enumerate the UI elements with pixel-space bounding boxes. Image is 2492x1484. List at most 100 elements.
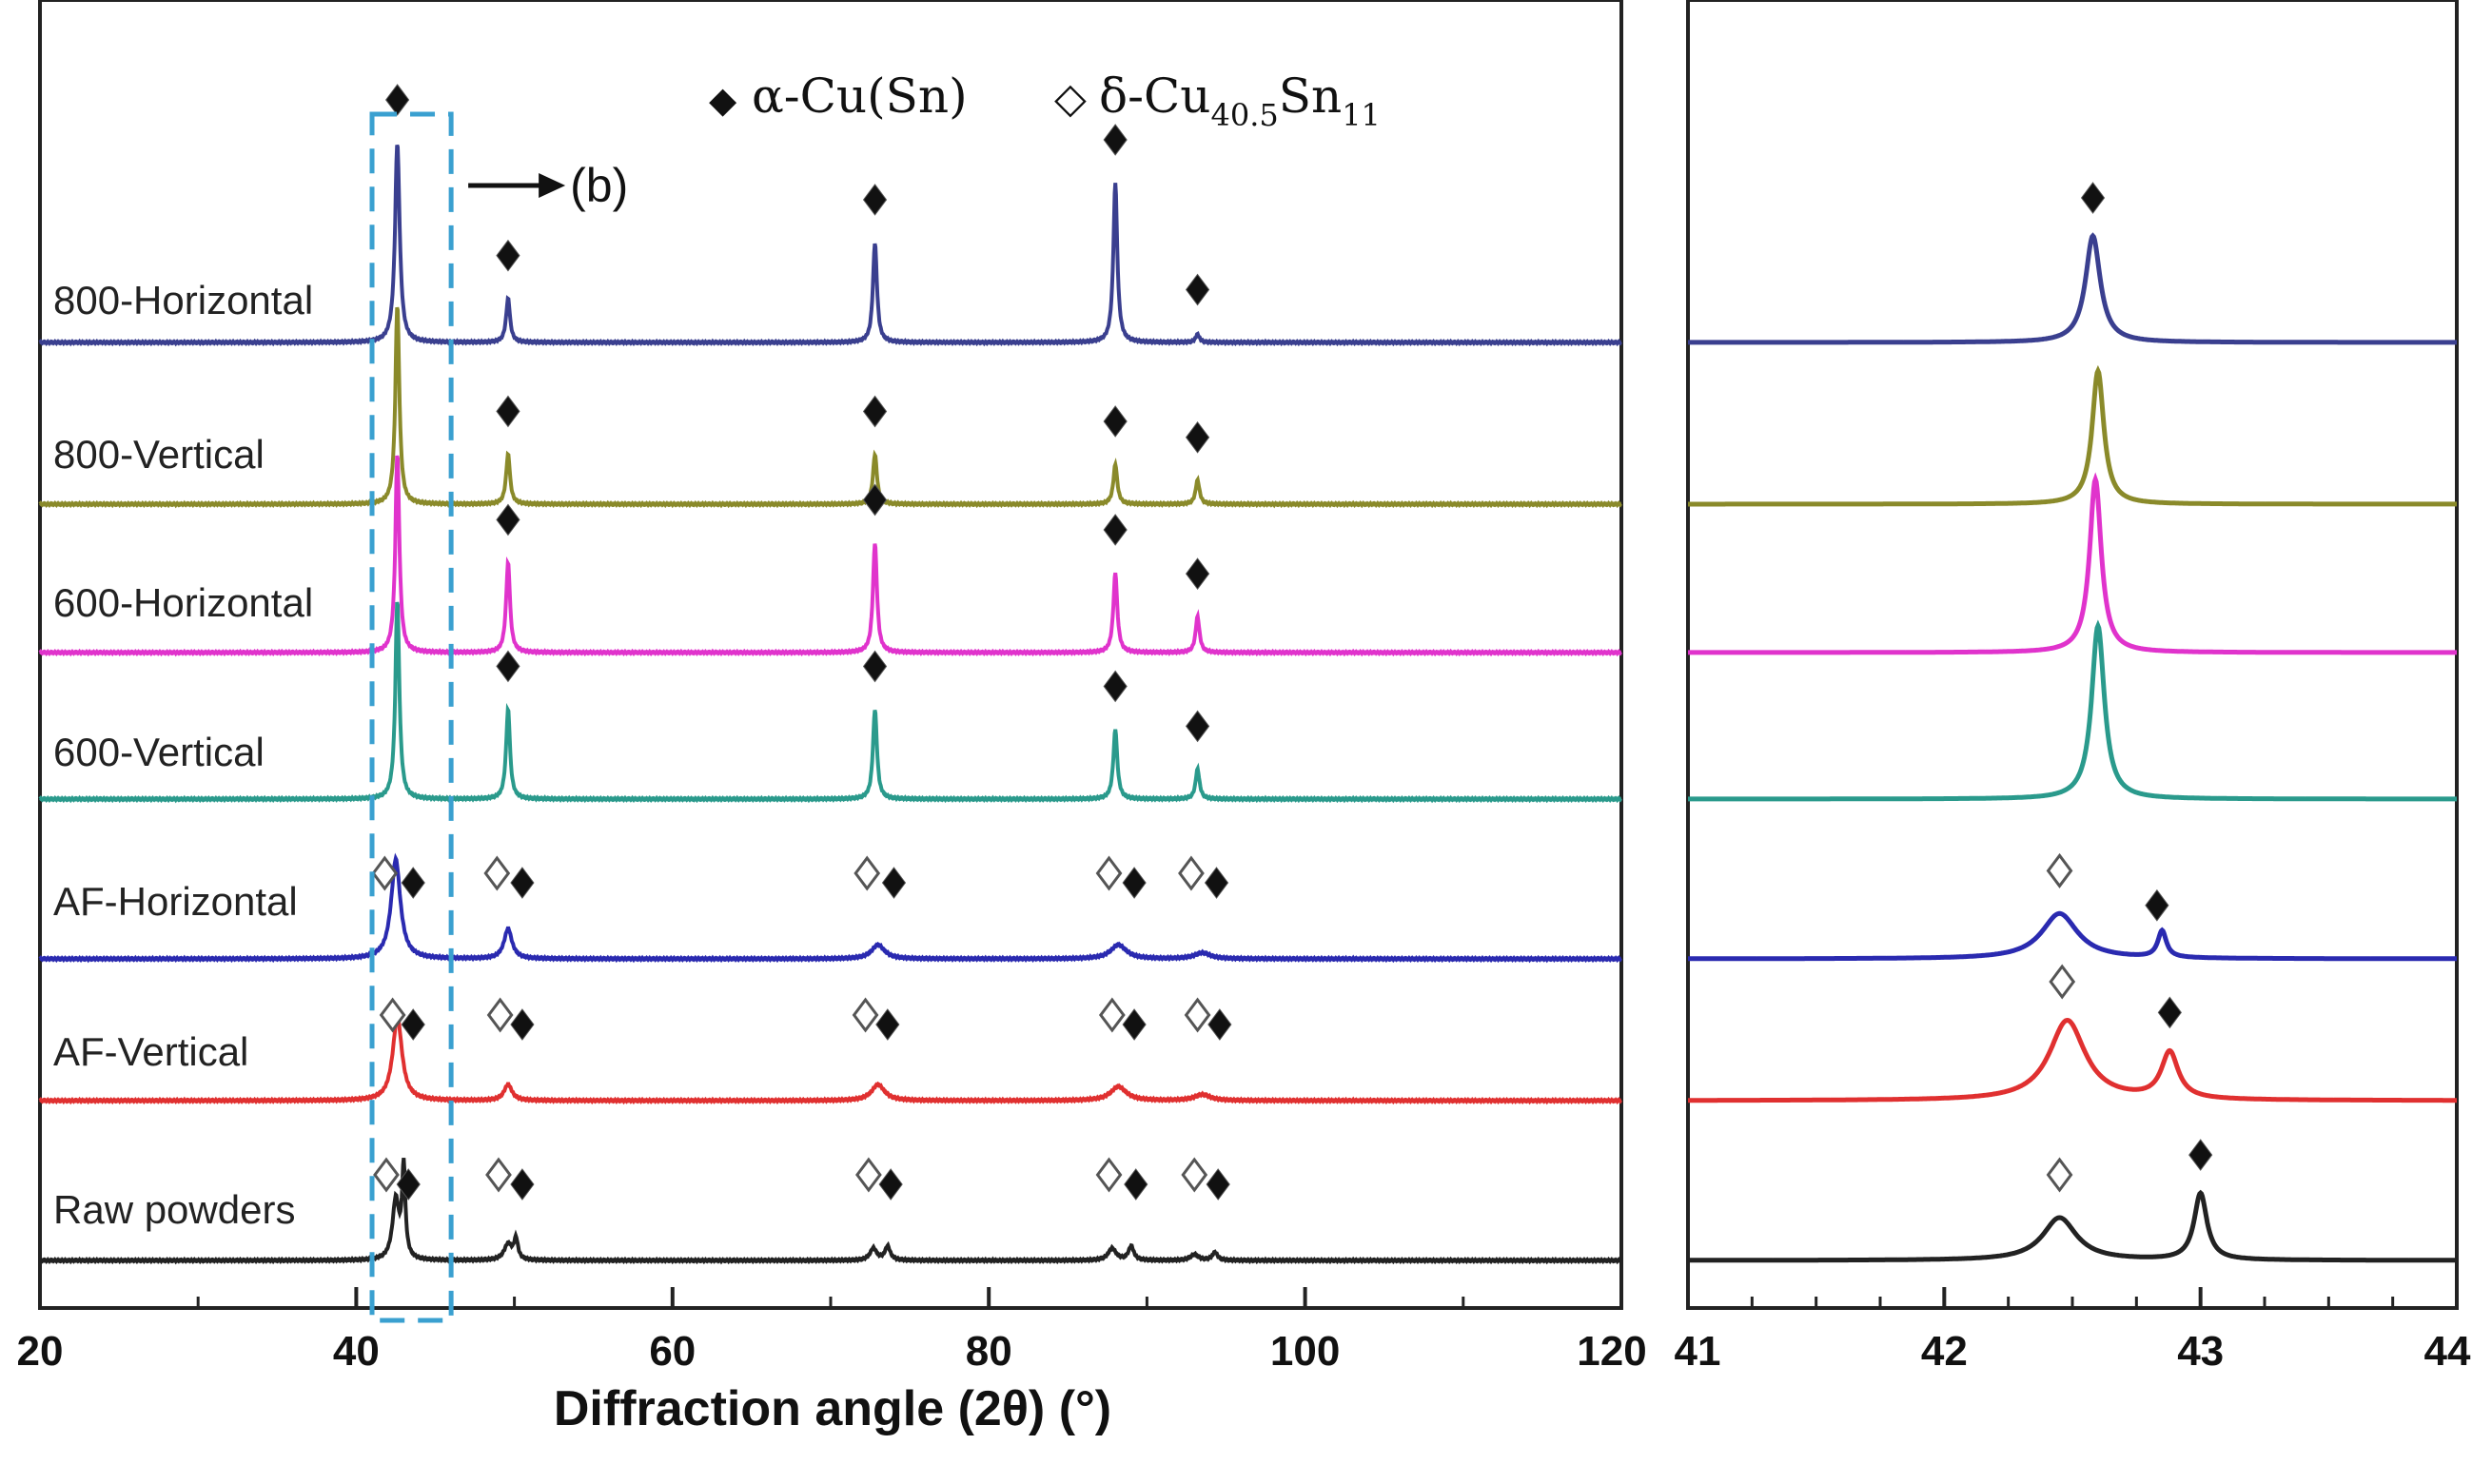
delta-marker [1095, 1157, 1123, 1193]
alpha-marker [510, 1008, 535, 1041]
trace-b-800-vertical [1688, 364, 2457, 507]
alpha-marker [396, 1168, 421, 1201]
legend-alpha-symbol: ◆ [709, 79, 737, 121]
zoom-target-label: (b) [570, 159, 628, 212]
trace-b-600-horizontal [1688, 472, 2457, 655]
x-tick-label: 43 [2177, 1328, 2224, 1375]
alpha-marker [1103, 514, 1128, 546]
alpha-marker [862, 395, 888, 428]
delta-marker [483, 855, 511, 891]
alpha-marker [1103, 124, 1128, 156]
alpha-marker [1185, 420, 1210, 454]
trace-a-600-horizontal [38, 455, 1622, 657]
delta-marker [371, 855, 399, 891]
delta-marker [1095, 855, 1123, 891]
alpha-marker [1206, 1168, 1230, 1201]
sample-label: AF-Vertical [53, 1029, 248, 1074]
trace-a-af-vertical [38, 1015, 1622, 1105]
legend-delta-label: δ-Cu40.5Sn11 [1099, 68, 1381, 133]
alpha-marker [510, 867, 535, 899]
alpha-marker [1185, 273, 1210, 306]
panel-b-markers-group [2046, 182, 2213, 1193]
alpha-marker [496, 395, 520, 428]
trace-b-af-horizontal [1688, 910, 2457, 962]
panel-a-x-axis: 20 40 60 80 100 120 [17, 1287, 1647, 1375]
x-tick-label: 120 [1577, 1328, 1646, 1375]
trace-b-600-vertical [1688, 619, 2457, 802]
sample-label: 800-Horizontal [53, 278, 313, 322]
delta-marker [379, 997, 406, 1033]
trace-a-af-horizontal [38, 852, 1622, 964]
sample-label: 600-Vertical [53, 730, 265, 774]
alpha-marker [384, 84, 410, 116]
delta-marker [854, 855, 881, 891]
alpha-marker [496, 239, 520, 272]
sample-label: Raw powders [53, 1187, 295, 1232]
x-tick-label: 42 [1921, 1328, 1968, 1375]
alpha-marker [881, 867, 907, 899]
delta-marker [852, 997, 879, 1033]
alpha-marker [2188, 1139, 2213, 1171]
delta-marker [486, 997, 514, 1033]
sample-label: 800-Vertical [53, 432, 265, 477]
sample-label: 600-Horizontal [53, 580, 313, 625]
x-tick-label: 60 [649, 1328, 696, 1375]
zoom-region-box [369, 111, 454, 1323]
delta-marker [855, 1157, 882, 1193]
panel-a-markers-group [371, 84, 1232, 1201]
x-axis-title: Diffraction angle (2θ) (°) [554, 1381, 1111, 1436]
x-tick-label: 20 [17, 1328, 64, 1375]
alpha-marker [1204, 867, 1229, 899]
legend: ◆ α-Cu(Sn) ◇ δ-Cu40.5Sn11 [709, 68, 1381, 133]
panel-b-x-axis: 41 42 43 44 [1675, 1287, 2471, 1375]
alpha-marker [1122, 867, 1147, 899]
alpha-marker [1185, 710, 1210, 743]
x-tick-label: 100 [1270, 1328, 1340, 1375]
delta-marker [1178, 855, 1205, 891]
alpha-marker [510, 1168, 535, 1201]
sample-label: AF-Horizontal [53, 879, 298, 924]
delta-marker [2046, 852, 2073, 888]
trace-a-800-horizontal [38, 144, 1622, 347]
alpha-marker [1103, 670, 1128, 703]
alpha-marker [401, 867, 425, 899]
legend-delta-symbol: ◇ [1054, 74, 1087, 123]
trace-b-af-vertical [1688, 1017, 2457, 1103]
alpha-marker [401, 1008, 425, 1041]
delta-marker [2046, 1157, 2073, 1193]
panel-a-sample-labels: 800-Horizontal 800-Vertical 600-Horizontal… [53, 278, 313, 1232]
delta-marker [2049, 964, 2076, 1000]
trace-b-800-horizontal [1688, 232, 2457, 345]
panel-a-series-group [38, 144, 1622, 1265]
delta-marker [373, 1157, 400, 1193]
alpha-marker [862, 650, 888, 683]
trace-b-raw-powders [1688, 1189, 2457, 1263]
alpha-marker [2080, 182, 2106, 214]
alpha-marker [1122, 1008, 1147, 1041]
alpha-marker [1185, 557, 1210, 590]
panel-b-series-group [1688, 232, 2457, 1263]
panel-a: 800-Horizontal 800-Vertical 600-Horizontal… [17, 0, 1647, 1375]
x-tick-label: 44 [2424, 1328, 2471, 1375]
delta-marker [1184, 997, 1211, 1033]
alpha-marker [862, 483, 888, 517]
alpha-marker [878, 1168, 903, 1201]
zoom-arrowhead [539, 173, 566, 198]
alpha-marker [496, 503, 520, 537]
alpha-marker [1103, 405, 1128, 438]
alpha-marker [1124, 1168, 1148, 1201]
alpha-marker [875, 1008, 900, 1041]
x-tick-label: 40 [333, 1328, 380, 1375]
alpha-marker [862, 184, 888, 216]
x-tick-label: 41 [1675, 1328, 1721, 1375]
legend-delta-mid: Sn [1279, 68, 1342, 124]
delta-marker [1181, 1157, 1208, 1193]
delta-marker [1098, 997, 1126, 1033]
legend-delta-sub1: 40.5 [1210, 97, 1278, 133]
trace-a-600-vertical [38, 601, 1622, 804]
trace-a-800-vertical [38, 306, 1622, 509]
alpha-marker [2157, 996, 2182, 1029]
legend-alpha-label: α-Cu(Sn) [752, 68, 968, 124]
alpha-marker [1207, 1008, 1232, 1041]
